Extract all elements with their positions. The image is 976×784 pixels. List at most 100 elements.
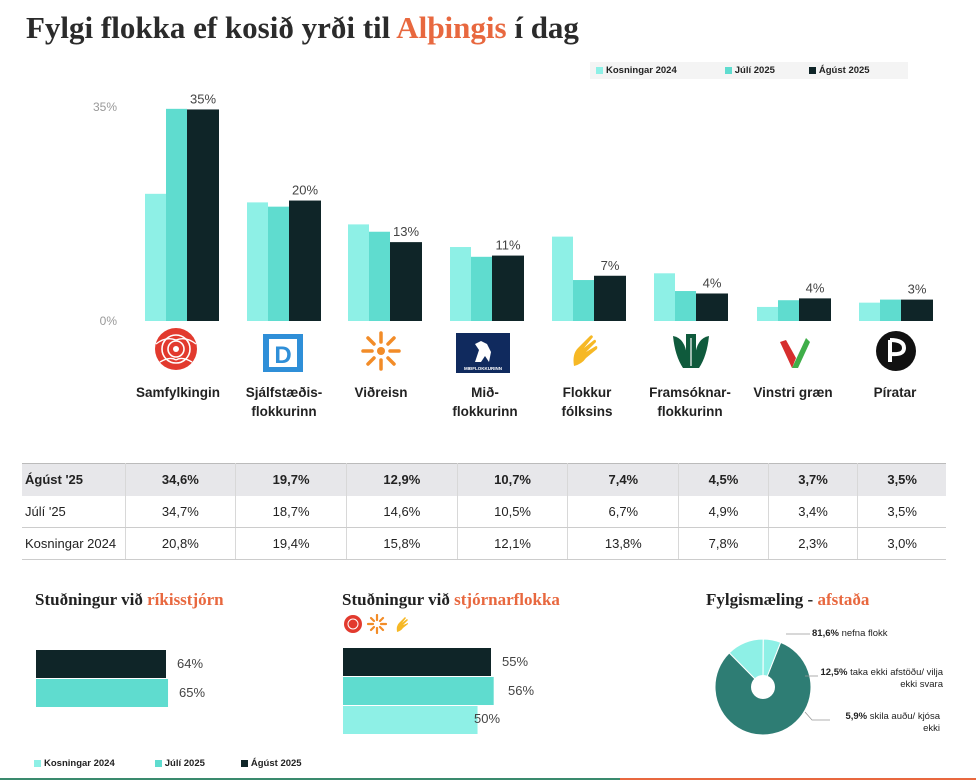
bar	[573, 280, 594, 321]
party-label-samfylkingin: Samfylkingin	[135, 385, 221, 400]
legend-item-juli: Júlí 2025	[719, 62, 781, 79]
bar	[166, 108, 187, 321]
bar	[901, 299, 933, 321]
table-cell: 34,6%	[125, 463, 237, 496]
table-cell: 3,7%	[768, 463, 859, 496]
table-cell: 12,9%	[346, 463, 458, 496]
bar	[471, 256, 492, 321]
data-label: 11%	[495, 238, 520, 253]
y-tick-label: 35%	[93, 100, 117, 114]
table-cell: 4,9%	[678, 495, 769, 528]
party-label-vinstri-graen: Vinstri græn	[753, 385, 833, 400]
table-cell: 15,8%	[346, 527, 458, 560]
bar	[450, 247, 471, 321]
party-label-sjalfstaedis: Sjálfstæðis-flokkurinn	[245, 385, 323, 419]
table-cell: 10,7%	[457, 463, 569, 496]
table-cell: 34,7%	[125, 495, 237, 528]
horse-icon: MIÐFLOKKURINN	[455, 330, 511, 376]
bar	[36, 650, 166, 678]
bar	[343, 706, 478, 734]
table-cell: 3,5%	[857, 463, 946, 496]
bar	[880, 299, 901, 321]
party-label-framsoknar: Framsóknar-flokkurinn	[649, 385, 731, 419]
y-tick-label: 0%	[100, 314, 118, 328]
sunflower-icon	[353, 328, 409, 374]
data-label: 20%	[292, 183, 318, 198]
data-label: 35%	[190, 91, 216, 106]
bar	[348, 224, 369, 321]
table-cell: 7,8%	[678, 527, 769, 560]
bottom-legend: Kosningar 2024 Júlí 2025 Ágúst 2025	[34, 758, 342, 769]
hand-icon	[396, 617, 408, 632]
table-row-kosningar: Kosningar 2024 20,8% 19,4% 15,8% 12,1% 1…	[22, 527, 946, 560]
section-title-fylgismaeling: Fylgismæling - afstaða	[706, 590, 870, 609]
section-title-rikisstjorn: Stuðningur við ríkisstjórn	[35, 590, 224, 609]
svg-text:MIÐFLOKKURINN: MIÐFLOKKURINN	[464, 366, 502, 371]
pie-label-afstodu: 12,5% taka ekki afstöðu/ vilja ekki svar…	[820, 667, 943, 690]
bar	[799, 298, 831, 321]
party-bar-chart: 0% 35% 35% 20% 13% 11% 7% 4% 4% 3%	[93, 91, 933, 328]
table-cell: 14,6%	[346, 495, 458, 528]
bar	[289, 200, 321, 321]
table-cell: 3,5%	[857, 495, 946, 528]
row-label: Júlí '25	[22, 495, 126, 528]
table-cell: 3,0%	[857, 527, 946, 560]
d-letter-icon: D	[255, 330, 311, 376]
bar	[187, 109, 219, 322]
bar	[369, 231, 390, 321]
table-cell: 19,7%	[235, 463, 347, 496]
svg-text:D: D	[274, 342, 291, 369]
table-row-agust: Ágúst '25 34,6% 19,7% 12,9% 10,7% 7,4% 4…	[22, 463, 946, 496]
footer-rule-accent	[620, 778, 976, 780]
pirate-flag-icon	[868, 328, 924, 374]
bar	[268, 206, 289, 321]
data-label: 3%	[908, 282, 927, 297]
sunflower-icon	[366, 614, 388, 634]
legend-item-kosningar: Kosningar 2024	[34, 758, 115, 769]
bar	[696, 293, 728, 321]
results-table: Ágúst '25 34,6% 19,7% 12,9% 10,7% 7,4% 4…	[22, 463, 946, 560]
data-label: 7%	[601, 258, 620, 273]
pie-slice	[728, 638, 764, 689]
table-cell: 4,5%	[678, 463, 769, 496]
table-cell: 7,4%	[567, 463, 680, 496]
bar	[492, 255, 524, 321]
row-label: Ágúst '25	[22, 463, 126, 496]
bar	[552, 236, 573, 321]
pie-slice	[714, 641, 812, 736]
table-cell: 10,5%	[457, 495, 569, 528]
three-leaves-icon	[663, 328, 719, 374]
green-v-icon	[766, 328, 822, 374]
pie-label-audu: 5,9% skila auðu/ kjósa ekki	[845, 711, 940, 734]
row-label: Kosningar 2024	[22, 527, 126, 560]
rose-icon	[344, 615, 362, 633]
data-label: 64%	[177, 656, 204, 671]
data-label: 4%	[806, 280, 825, 295]
chart-legend: Kosningar 2024 Júlí 2025 Ágúst 2025	[590, 62, 908, 79]
table-cell: 12,1%	[457, 527, 569, 560]
data-label: 50%	[474, 711, 501, 726]
party-label-vidreisn: Viðreisn	[354, 385, 408, 400]
party-label-piratar: Píratar	[873, 385, 917, 400]
table-cell: 6,7%	[567, 495, 680, 528]
table-cell: 18,7%	[235, 495, 347, 528]
pie-slice	[762, 638, 782, 688]
party-label-midflokkurinn: Mið-flokkurinn	[452, 385, 518, 419]
bar	[757, 306, 778, 321]
donut-hole	[751, 675, 775, 699]
bar	[36, 679, 169, 707]
bar	[247, 202, 268, 321]
data-label: 65%	[179, 685, 206, 700]
table-row-juli: Júlí '25 34,7% 18,7% 14,6% 10,5% 6,7% 4,…	[22, 495, 946, 528]
data-label: 4%	[703, 275, 722, 290]
footer-rule	[0, 778, 620, 780]
bar	[675, 291, 696, 321]
legend-item-agust: Ágúst 2025	[240, 758, 302, 769]
legend-item-kosningar: Kosningar 2024	[590, 62, 683, 79]
page-title: Fylgi flokka ef kosið yrði til Alþingis …	[26, 10, 579, 45]
table-cell: 19,4%	[235, 527, 347, 560]
table-cell: 2,3%	[768, 527, 859, 560]
table-cell: 20,8%	[125, 527, 237, 560]
bar	[859, 302, 880, 321]
legend-item-agust: Ágúst 2025	[803, 62, 876, 79]
